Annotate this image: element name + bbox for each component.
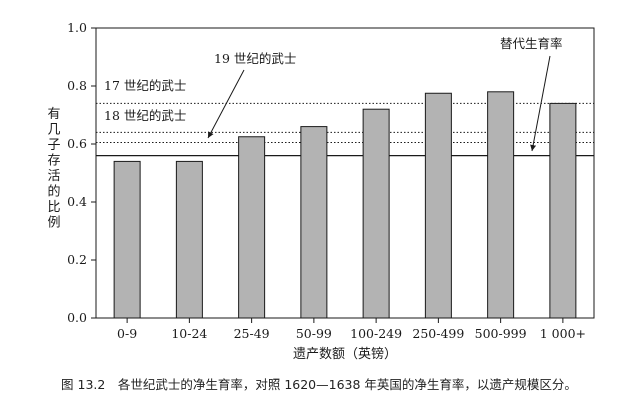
x-tick-label: 1 000+	[540, 326, 586, 341]
bar-1000+	[549, 102, 577, 319]
bar-25-49	[238, 136, 266, 319]
label-19th-century-samurai: 19 世纪的武士	[214, 51, 296, 66]
y-tick-label: 0.4	[67, 194, 87, 209]
y-tick-label: 1.0	[67, 20, 87, 35]
bar-250-499	[424, 92, 452, 319]
x-tick-label: 100-249	[350, 326, 402, 341]
plot-frame	[95, 27, 595, 319]
y-tick-label: 0.0	[67, 310, 87, 325]
x-axis: 0-9 10-24 25-49 50-99 100-249 250-499 500-999 1…	[117, 318, 586, 341]
x-tick-label: 500-999	[475, 326, 527, 341]
bar-100-249	[362, 108, 390, 319]
arrow-replacement-fertility	[530, 55, 551, 152]
y-tick-label: 0.8	[67, 78, 87, 93]
y-tick-label: 0.2	[67, 252, 87, 267]
label-17th-century-samurai: 17 世纪的武士	[104, 78, 186, 93]
x-tick-label: 10-24	[171, 326, 207, 341]
arrow-19th-century	[207, 69, 245, 139]
bar-500-999	[487, 91, 515, 319]
figure-caption: 图 13.2 各世纪武士的净生育率，对照 1620—1638 年英国的净生育率，…	[61, 377, 577, 392]
y-axis: 0.0 0.2 0.4 0.6 0.8 1.0	[67, 20, 96, 325]
y-tick-label: 0.6	[67, 136, 87, 151]
label-replacement-fertility: 替代生育率	[500, 36, 563, 51]
x-axis-title: 遗产数额（英镑）	[293, 346, 397, 362]
x-tick-label: 25-49	[234, 326, 270, 341]
x-tick-label: 0-9	[117, 326, 137, 341]
bar-10-24	[175, 160, 203, 319]
label-18th-century-samurai: 18 世纪的武士	[104, 108, 186, 123]
bars	[113, 91, 577, 319]
x-tick-label: 250-499	[412, 326, 464, 341]
x-tick-label: 50-99	[296, 326, 332, 341]
y-axis-title: 有几子存活的比例	[47, 107, 60, 231]
bar-0-9	[113, 160, 141, 319]
bar-50-99	[300, 126, 328, 319]
